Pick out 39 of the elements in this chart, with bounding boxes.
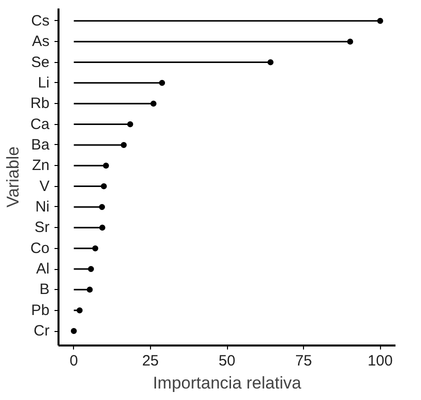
y-tick-label: Ba: [31, 136, 50, 154]
y-axis-title: Variable: [3, 146, 22, 208]
point: [99, 224, 106, 231]
y-tick-label: Cr: [34, 322, 50, 340]
y-tick-label: V: [39, 178, 50, 195]
y-tick-label: Li: [38, 74, 50, 92]
y-tick-label: Cs: [31, 12, 50, 30]
y-tick-label: B: [39, 281, 50, 298]
x-tick-label: 50: [218, 352, 236, 370]
point: [100, 183, 107, 190]
point: [70, 328, 77, 334]
point: [99, 204, 106, 210]
y-tick-label: Ni: [35, 198, 50, 216]
point: [127, 121, 134, 128]
y-tick-label: Se: [31, 54, 50, 71]
point: [159, 80, 166, 86]
point: [92, 245, 98, 252]
point: [120, 142, 127, 148]
y-tick-label: Co: [30, 240, 50, 257]
point: [150, 100, 156, 107]
y-tick-label: Al: [36, 260, 50, 278]
x-tick-label: 25: [142, 352, 159, 370]
y-tick-label: Ca: [30, 116, 50, 133]
point: [347, 38, 354, 45]
y-tick-label: As: [32, 33, 50, 50]
y-tick-label: Zn: [32, 157, 50, 174]
x-axis-title: Importancia relativa: [152, 374, 302, 392]
y-tick-label: Pb: [31, 302, 50, 319]
x-tick-label: 0: [70, 352, 78, 370]
point: [88, 266, 94, 272]
x-tick-label: 75: [295, 352, 312, 370]
point: [86, 286, 93, 293]
point: [377, 18, 384, 24]
point: [76, 307, 83, 314]
point: [102, 162, 109, 169]
y-tick-label: Sr: [34, 219, 50, 236]
point: [268, 59, 274, 66]
y-tick-label: Rb: [30, 95, 50, 112]
x-tick-label: 100: [368, 352, 393, 370]
